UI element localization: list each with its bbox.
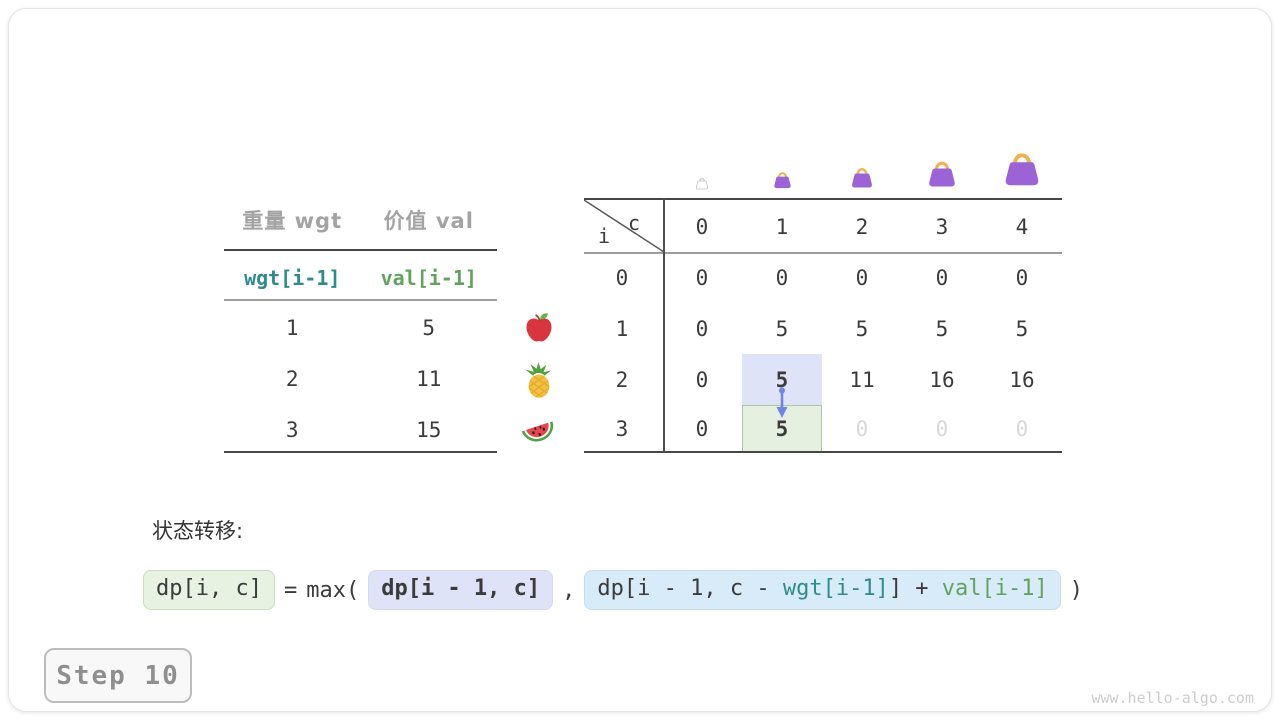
formula-close-paren: ) — [1069, 577, 1084, 603]
dp-cell: 0 — [695, 266, 709, 290]
dp-table-top-rule — [584, 198, 1062, 200]
dp-cell: 5 — [1015, 316, 1029, 341]
items-table-mid-rule — [224, 299, 497, 301]
step-label: Step 10 — [56, 660, 180, 691]
pineapple-icon — [525, 362, 552, 398]
dp-target-cell-highlight — [742, 405, 822, 452]
dp-cell: 11 — [849, 367, 875, 392]
corner-row-variable: i — [598, 224, 611, 248]
dp-table-header-rule — [584, 252, 1062, 254]
dp-cell-unfilled: 0 — [855, 416, 869, 441]
watermelon-icon — [521, 421, 554, 442]
apple-icon — [526, 313, 552, 342]
items-table-bottom-rule — [224, 451, 497, 453]
pineapple-value: 11 — [416, 367, 442, 391]
dp-cell: 0 — [695, 316, 709, 341]
formula-arg2-val: val[i-1] — [941, 575, 1048, 601]
formula-comma: , — [562, 577, 576, 603]
dp-cell: 5 — [855, 316, 869, 341]
items-table-top-rule — [224, 249, 497, 251]
formula-arg2-prefix: dp[i - 1, c - — [597, 575, 783, 601]
watermark: www.hello-algo.com — [1091, 689, 1254, 707]
formula-max-open: max( — [306, 577, 360, 603]
dp-cell-target: 5 — [775, 416, 789, 441]
row-header-2: 2 — [615, 367, 629, 392]
step-badge: Step 10 — [44, 648, 192, 703]
watermelon-weight: 3 — [285, 418, 299, 442]
col-header-0: 0 — [695, 215, 709, 239]
watermelon-value: 15 — [416, 418, 442, 442]
transition-formula: dp[i, c] = max( dp[i - 1, c] , dp[i - 1,… — [143, 569, 1083, 611]
dp-column-headers: 0 1 2 3 4 — [662, 212, 1062, 242]
dp-table-vertical-rule — [663, 198, 665, 453]
dp-cell-source: 5 — [775, 367, 789, 392]
col-header-2: 2 — [855, 215, 869, 239]
dp-cell-unfilled: 0 — [1015, 416, 1029, 441]
row-header-1: 1 — [615, 316, 629, 341]
apple-value: 5 — [422, 316, 436, 340]
dp-cell: 0 — [775, 266, 789, 290]
val-expression: val[i-1] — [380, 266, 477, 290]
dp-cell: 16 — [929, 367, 955, 392]
row-header-3: 3 — [615, 416, 629, 441]
corner-col-variable: c — [628, 211, 641, 235]
formula-arg1: dp[i - 1, c] — [368, 569, 554, 611]
formula-lhs: dp[i, c] — [143, 569, 275, 611]
dp-row-headers: 0 1 2 3 — [582, 253, 662, 452]
item-row-apple: 1 5 — [224, 316, 497, 340]
item-row-pineapple: 2 11 — [224, 367, 497, 391]
dp-value-grid: 0 0 0 0 0 0 5 5 5 5 0 5 11 16 16 0 5 0 0… — [662, 253, 1062, 452]
dp-cell: 5 — [935, 316, 949, 341]
dp-cell: 0 — [935, 266, 949, 290]
dp-table-bottom-rule — [584, 451, 1062, 453]
bag-xlarge-icon — [999, 145, 1045, 191]
value-column-header: 价值 val — [383, 209, 474, 233]
formula-arg2: dp[i - 1, c - wgt[i-1]] + val[i-1] — [584, 569, 1061, 611]
col-header-4: 4 — [1015, 215, 1029, 239]
transition-arrow-down-icon — [776, 387, 788, 418]
wgt-expression: wgt[i-1] — [244, 266, 341, 290]
items-table-subheader: wgt[i-1] val[i-1] — [224, 266, 497, 290]
dp-cell: 5 — [775, 316, 789, 341]
dp-cell: 0 — [695, 416, 709, 441]
col-header-3: 3 — [935, 215, 949, 239]
formula-arg2-wgt: wgt[i-1] — [782, 575, 889, 601]
dp-cell: 0 — [855, 266, 869, 290]
figure-card: 重量 wgt 价值 val wgt[i-1] val[i-1] 1 5 2 11… — [8, 8, 1272, 712]
pineapple-weight: 2 — [285, 367, 299, 391]
row-header-0: 0 — [615, 266, 629, 290]
weight-column-header: 重量 wgt — [242, 209, 343, 233]
apple-weight: 1 — [285, 316, 299, 340]
items-table-header: 重量 wgt 价值 val — [224, 205, 497, 235]
dp-corner-diagonal — [584, 200, 664, 252]
dp-cell: 0 — [695, 367, 709, 392]
bag-large-icon — [924, 155, 960, 191]
formula-arg2-mid: ] + — [888, 575, 942, 601]
col-header-1: 1 — [775, 215, 789, 239]
bag-medium-icon — [848, 163, 876, 191]
bag-small-icon — [771, 168, 794, 191]
dp-cell: 16 — [1009, 367, 1035, 392]
item-row-watermelon: 3 15 — [224, 418, 497, 442]
dp-cell: 0 — [1015, 266, 1029, 290]
state-transition-label: 状态转移: — [152, 519, 244, 543]
dp-cell-unfilled: 0 — [935, 416, 949, 441]
bag-empty-icon — [694, 175, 710, 191]
formula-equals: = — [283, 577, 298, 603]
